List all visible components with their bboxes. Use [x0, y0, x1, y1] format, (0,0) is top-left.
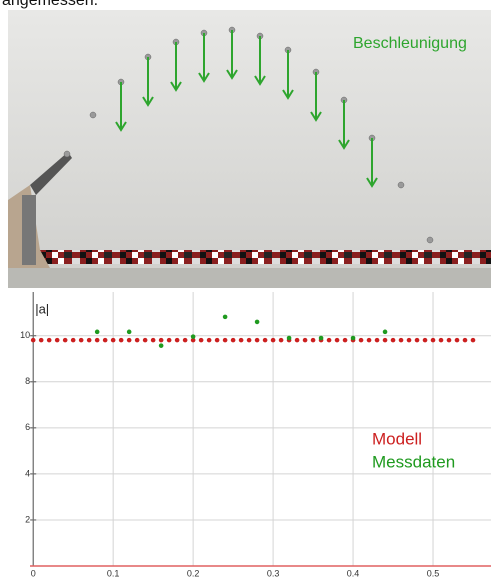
data-point: [399, 338, 404, 343]
data-point: [175, 338, 180, 343]
data-point: [343, 338, 348, 343]
data-point: [311, 338, 316, 343]
data-point: [223, 315, 228, 320]
data-point: [111, 338, 116, 343]
data-point: [79, 338, 84, 343]
data-point: [263, 338, 268, 343]
chart: 2 4 6 8 10 0 0.1 0.2 0.3 0.4 0.5 |a| Modell Messdaten: [0, 290, 491, 577]
data-point: [455, 338, 460, 343]
data-point: [303, 338, 308, 343]
data-point: [55, 338, 60, 343]
data-point: [255, 338, 260, 343]
data-point: [383, 330, 388, 335]
data-point: [127, 330, 132, 335]
data-point: [47, 338, 52, 343]
legend-label: Modell: [372, 429, 422, 448]
data-point: [119, 338, 124, 343]
data-point: [159, 338, 164, 343]
data-point: [327, 338, 332, 343]
data-point: [95, 330, 100, 335]
data-point: [287, 336, 292, 341]
data-point: [295, 338, 300, 343]
x-tick-label: 0.2: [187, 568, 200, 577]
data-point: [375, 338, 380, 343]
x-tick-label: 0: [31, 568, 36, 577]
data-point: [199, 338, 204, 343]
legend-label: Messdaten: [372, 452, 455, 471]
data-point: [103, 338, 108, 343]
data-point: [335, 338, 340, 343]
data-point: [151, 338, 156, 343]
y-tick-label: 2: [25, 514, 30, 524]
data-point: [31, 338, 36, 343]
x-tick-label: 0.4: [347, 568, 360, 577]
x-tick-label: 0.3: [267, 568, 280, 577]
data-point: [167, 338, 172, 343]
data-point: [415, 338, 420, 343]
data-point: [463, 338, 468, 343]
data-point: [407, 338, 412, 343]
data-point: [351, 336, 356, 341]
y-axis-label: |a|: [35, 301, 49, 316]
photo-label: Beschleunigung: [353, 35, 467, 52]
data-point: [207, 338, 212, 343]
data-point: [95, 338, 100, 343]
data-point: [71, 338, 76, 343]
data-point: [439, 338, 444, 343]
data-point: [359, 338, 364, 343]
data-point: [183, 338, 188, 343]
y-tick-label: 6: [25, 422, 30, 432]
data-point: [279, 338, 284, 343]
data-point: [135, 338, 140, 343]
data-point: [367, 338, 372, 343]
header-text: angemessen.: [2, 0, 98, 9]
data-point: [39, 338, 44, 343]
data-point: [215, 338, 220, 343]
data-point: [423, 338, 428, 343]
data-point: [223, 338, 228, 343]
data-point: [231, 338, 236, 343]
data-point: [63, 338, 68, 343]
data-point: [471, 338, 476, 343]
x-tick-label: 0.1: [107, 568, 120, 577]
data-point: [87, 338, 92, 343]
data-point: [391, 338, 396, 343]
data-point: [255, 320, 260, 325]
data-point: [431, 338, 436, 343]
page: angemessen. Beschleunigung 2 4 6 8 10: [0, 0, 491, 577]
data-point: [247, 338, 252, 343]
y-tick-label: 4: [25, 468, 30, 478]
data-point: [383, 338, 388, 343]
data-point: [447, 338, 452, 343]
data-point: [191, 334, 196, 339]
y-tick-label: 10: [20, 330, 30, 340]
data-point: [239, 338, 244, 343]
data-point: [143, 338, 148, 343]
data-point: [159, 343, 164, 348]
x-tick-label: 0.5: [427, 568, 440, 577]
y-tick-label: 8: [25, 376, 30, 386]
data-point: [127, 338, 132, 343]
data-point: [319, 336, 324, 341]
data-point: [271, 338, 276, 343]
photo: Beschleunigung: [8, 10, 491, 288]
